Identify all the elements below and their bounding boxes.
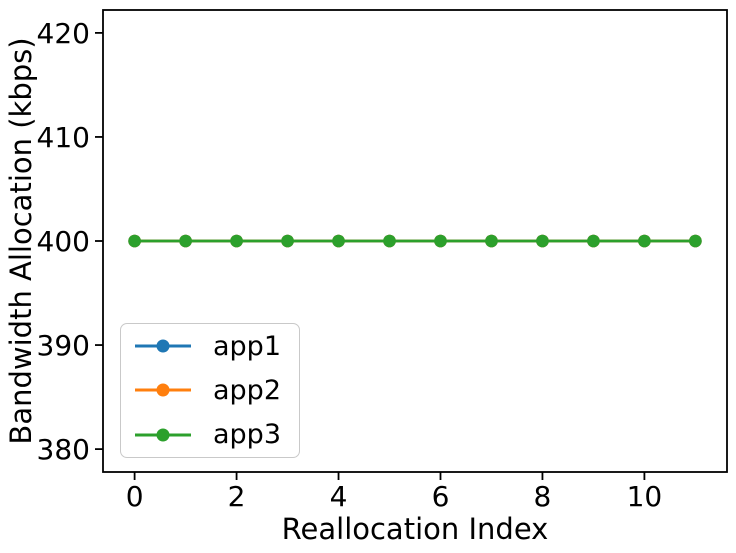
- legend-label: app3: [213, 419, 282, 451]
- legend-label: app2: [213, 374, 282, 406]
- y-tick-label: 390: [37, 329, 90, 362]
- x-tick-label: 0: [126, 480, 144, 513]
- legend-item-app3: app3: [134, 413, 299, 457]
- legend: app1 app2 app3: [120, 323, 300, 458]
- y-axis-label: Bandwidth Allocation (kbps): [4, 37, 38, 445]
- x-tick-label: 8: [534, 480, 552, 513]
- data-point-marker: [536, 234, 549, 248]
- y-tick-label: 400: [37, 225, 90, 258]
- x-axis-label: Reallocation Index: [281, 512, 549, 546]
- data-point-marker: [689, 234, 702, 248]
- legend-label: app1: [213, 330, 282, 362]
- legend-item-app1: app1: [134, 324, 299, 368]
- y-tick-label: 380: [37, 433, 90, 466]
- data-point-marker: [281, 234, 294, 248]
- legend-item-app2: app2: [134, 368, 299, 412]
- x-tick-label: 2: [228, 480, 246, 513]
- data-point-marker: [332, 234, 345, 248]
- data-point-marker: [485, 234, 498, 248]
- x-tick-label: 4: [330, 480, 348, 513]
- data-point-marker: [587, 234, 600, 248]
- data-point-marker: [230, 234, 243, 248]
- legend-line-marker-icon: [135, 428, 191, 442]
- data-point-marker: [383, 234, 396, 248]
- y-tick-label: 410: [37, 121, 90, 154]
- x-tick-label: 6: [432, 480, 450, 513]
- legend-line-marker-icon: [135, 383, 191, 397]
- data-point-marker: [128, 234, 141, 248]
- data-point-marker: [179, 234, 192, 248]
- data-point-marker: [638, 234, 651, 248]
- legend-line-marker-icon: [135, 339, 191, 353]
- data-point-marker: [434, 234, 447, 248]
- x-tick-label: 10: [627, 480, 663, 513]
- y-tick-label: 420: [37, 17, 90, 50]
